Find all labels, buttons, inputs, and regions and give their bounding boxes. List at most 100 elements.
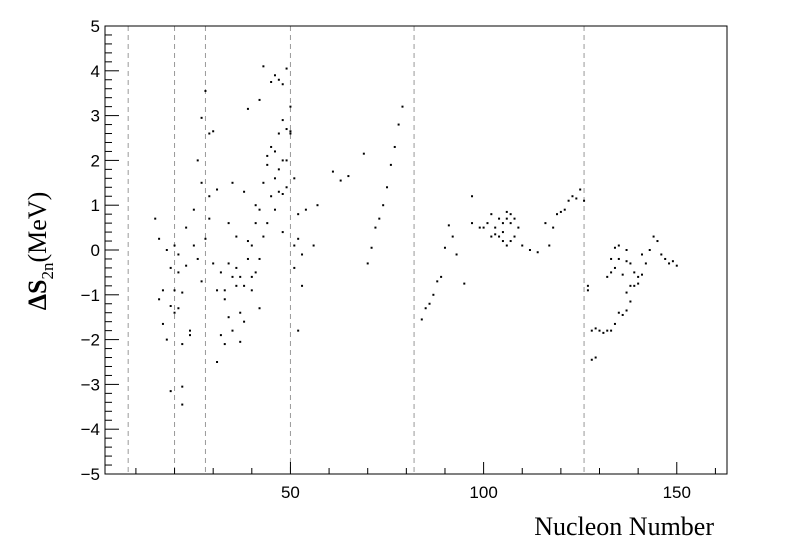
data-point (165, 338, 168, 341)
data-point (254, 204, 257, 207)
y-tick-label: 1 (91, 196, 100, 215)
data-point (509, 222, 512, 225)
data-point (270, 81, 273, 83)
data-point (281, 119, 284, 122)
data-point (216, 188, 219, 191)
data-point (212, 130, 215, 133)
data-point (567, 199, 570, 202)
data-point (389, 163, 392, 166)
data-point (250, 289, 253, 292)
data-point (648, 249, 651, 251)
data-point (181, 291, 184, 294)
data-point (610, 329, 613, 332)
data-point (521, 244, 524, 247)
data-point (471, 222, 474, 225)
data-point (301, 253, 304, 256)
data-point (258, 307, 261, 310)
data-point (235, 266, 238, 269)
data-point (250, 244, 253, 247)
y-tick-label: −5 (81, 465, 100, 484)
data-point (243, 190, 246, 193)
data-point (505, 244, 508, 247)
data-point (297, 213, 300, 216)
data-point (424, 307, 427, 310)
data-point (633, 271, 636, 274)
data-point (192, 244, 195, 247)
data-point (625, 291, 628, 294)
data-point (482, 226, 485, 229)
data-point (293, 177, 296, 180)
data-point (281, 159, 284, 162)
data-point (208, 217, 211, 220)
y-tick-label: −1 (81, 286, 100, 305)
data-point (559, 210, 562, 213)
data-point (617, 244, 620, 247)
data-point (579, 188, 582, 191)
data-point (478, 226, 481, 229)
data-point (528, 249, 531, 251)
data-point (621, 313, 624, 316)
y-tick-label: −2 (81, 331, 100, 350)
data-point (200, 181, 203, 184)
data-point (586, 284, 589, 287)
data-point (451, 235, 454, 238)
data-point (250, 275, 253, 278)
data-point (297, 237, 300, 240)
y-axis-ticks (105, 25, 119, 475)
data-point (498, 217, 501, 220)
y-tick-label: −4 (81, 420, 100, 439)
data-point (625, 309, 628, 312)
y-axis-title-unit: (MeV) (23, 192, 52, 263)
data-point (602, 331, 605, 334)
data-point (505, 217, 508, 220)
data-point (161, 322, 164, 325)
y-tick-label: 0 (91, 241, 100, 260)
data-point (289, 105, 292, 108)
data-point (304, 208, 307, 211)
data-point (440, 275, 443, 278)
data-point (239, 311, 242, 314)
data-point (246, 240, 249, 243)
data-point (339, 179, 342, 182)
data-point (285, 67, 288, 70)
data-point (382, 204, 385, 207)
data-point (644, 262, 647, 265)
data-point (617, 257, 620, 260)
data-point (594, 356, 597, 359)
data-point (219, 334, 222, 337)
data-point (158, 298, 161, 301)
data-point (428, 302, 431, 305)
data-point (231, 275, 234, 278)
data-point (243, 320, 246, 323)
data-point (610, 257, 613, 260)
data-point (227, 262, 230, 265)
data-point (188, 334, 191, 337)
data-point (613, 322, 616, 325)
data-point (586, 289, 589, 292)
data-point (273, 150, 276, 153)
data-point (590, 358, 593, 361)
data-point (374, 226, 377, 229)
data-point (169, 266, 172, 269)
data-point (536, 251, 539, 254)
data-point (235, 284, 238, 287)
data-point (281, 193, 284, 195)
data-point (227, 222, 230, 225)
data-point (443, 246, 446, 249)
data-point (548, 244, 551, 247)
data-point (347, 175, 350, 178)
data-point (208, 195, 211, 198)
data-point (258, 257, 261, 260)
data-point (606, 275, 609, 278)
data-point (216, 361, 219, 363)
data-point (505, 210, 508, 213)
data-point (301, 284, 304, 287)
y-tick-labels: −5 −4 −3 −2 −1 0 1 2 3 4 5 (81, 17, 100, 484)
data-point (285, 186, 288, 189)
data-point (501, 222, 504, 225)
data-point (471, 195, 474, 198)
data-point (262, 181, 265, 184)
data-point (675, 264, 678, 267)
data-point (266, 222, 269, 225)
data-point (613, 246, 616, 249)
